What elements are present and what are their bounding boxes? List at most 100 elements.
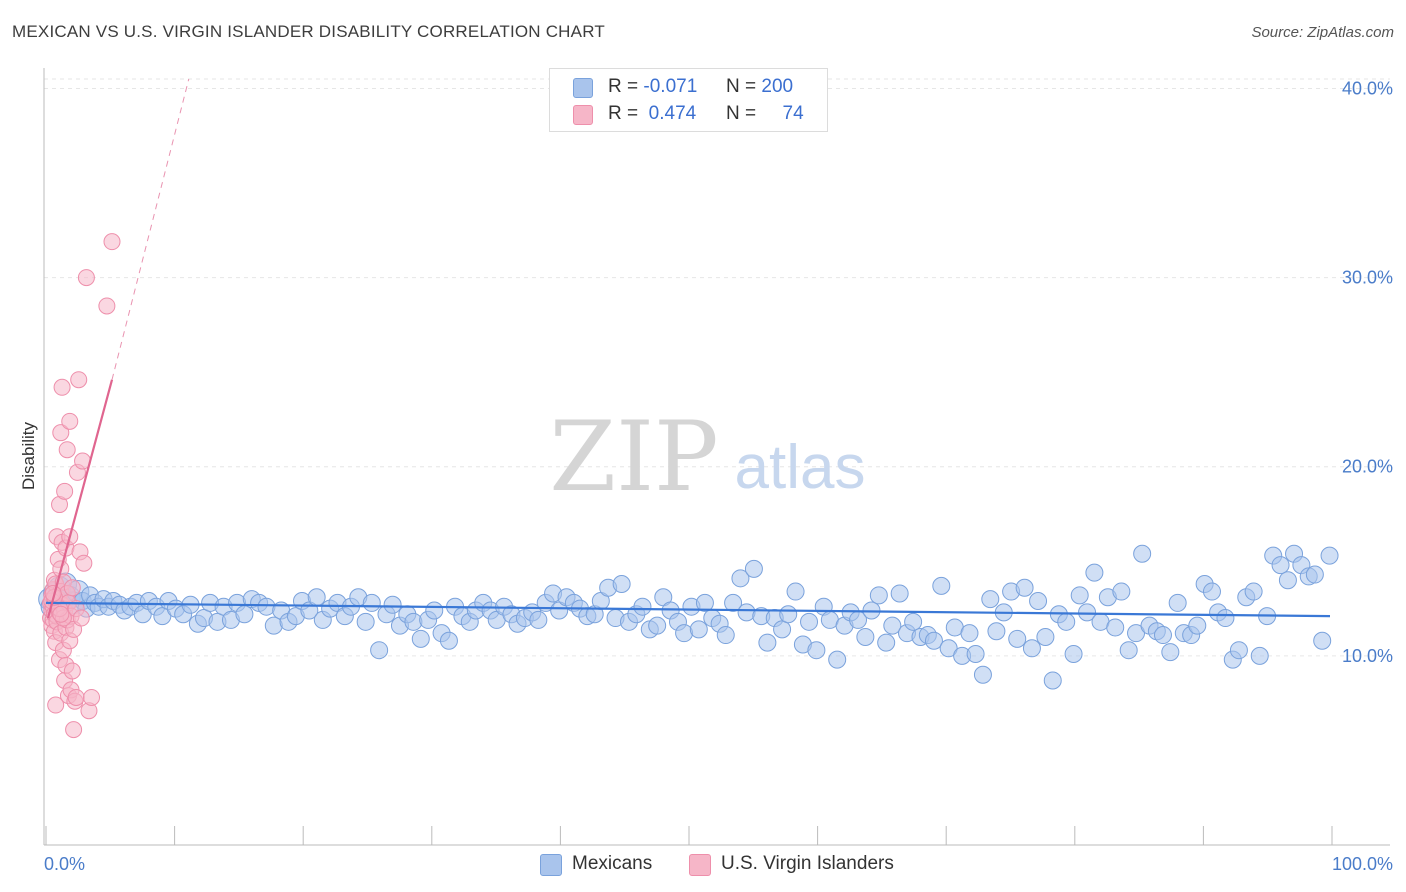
virgin-islanders-point xyxy=(77,269,95,287)
legend-n-value: 200 xyxy=(761,76,794,97)
mexicans-point xyxy=(724,593,743,612)
mexicans-point xyxy=(939,639,958,658)
mexicans-point xyxy=(1133,544,1152,563)
mexicans-point xyxy=(773,620,792,639)
mexicans-point xyxy=(425,601,444,620)
mexicans-point xyxy=(1070,586,1089,605)
mexicans-point xyxy=(383,595,402,614)
legend-n: N = 74 xyxy=(726,103,804,125)
mexicans-point xyxy=(257,597,276,616)
watermark: ZIP atlas xyxy=(549,401,865,513)
mexicans-point xyxy=(960,624,979,643)
y-tick-label: 30.0% xyxy=(1342,268,1393,288)
watermark-atlas: atlas xyxy=(735,433,866,502)
virgin-islanders-point xyxy=(56,482,74,500)
virgin-islanders-points xyxy=(42,233,121,739)
virgin-islanders-trend-extension xyxy=(111,78,190,380)
correlation-legend: R = -0.071 N = 200 R = 0.474 N = 74 xyxy=(549,68,828,132)
virgin-islanders-point xyxy=(103,233,121,251)
mexicans-point xyxy=(786,582,805,601)
virgin-islanders-point xyxy=(83,688,101,706)
mexicans-point xyxy=(877,633,896,652)
mexicans-point xyxy=(1244,582,1263,601)
axes xyxy=(43,68,1390,846)
mexicans-point xyxy=(981,590,1000,609)
x-ticks xyxy=(45,826,1333,845)
mexicans-point xyxy=(932,576,951,595)
mexicans-point xyxy=(716,626,735,645)
mexicans-point xyxy=(1202,582,1221,601)
mexicans-point xyxy=(356,612,375,631)
virgin-islanders-point xyxy=(63,579,81,597)
chart-title: MEXICAN VS U.S. VIRGIN ISLANDER DISABILI… xyxy=(12,22,605,41)
virgin-islanders-point xyxy=(72,609,90,627)
bottom-legend-label: U.S. Virgin Islanders xyxy=(721,853,894,874)
y-tick-labels: 10.0% 20.0% 30.0% 40.0% xyxy=(1342,78,1393,665)
legend-n-label: N = xyxy=(726,76,757,97)
mexicans-point xyxy=(890,584,909,603)
virgin-islanders-point xyxy=(52,605,70,623)
y-tick-label: 20.0% xyxy=(1342,457,1393,477)
mexicans-point xyxy=(731,569,750,588)
mexicans-point xyxy=(1036,627,1055,646)
virgin-islanders-trend-line xyxy=(46,379,114,619)
legend-swatch-pink xyxy=(573,105,593,125)
bottom-legend-label: Mexicans xyxy=(572,853,653,874)
mexicans-point xyxy=(1112,582,1131,601)
grid-lines xyxy=(44,78,1390,657)
mexicans-point xyxy=(153,607,172,626)
mexicans-point xyxy=(411,629,430,648)
mexicans-point xyxy=(307,588,326,607)
mexicans-point xyxy=(758,633,777,652)
virgin-islanders-point xyxy=(98,297,116,315)
mexicans-point xyxy=(856,627,875,646)
mexicans-point xyxy=(1271,556,1290,575)
legend-row-mexicans: R = -0.071 N = 200 xyxy=(550,74,827,100)
mexicans-point xyxy=(807,641,826,660)
y-tick-label: 10.0% xyxy=(1342,646,1393,666)
legend-r-label: R = xyxy=(608,76,639,97)
virgin-islanders-point xyxy=(47,696,65,714)
mexicans-point xyxy=(1022,639,1041,658)
mexicans-point xyxy=(633,597,652,616)
mexicans-point xyxy=(1250,646,1269,665)
mexicans-point xyxy=(1313,631,1332,650)
mexicans-point xyxy=(1057,612,1076,631)
mexicans-point xyxy=(1085,563,1104,582)
mexicans-point xyxy=(966,644,985,663)
mexicans-point xyxy=(1106,618,1125,637)
mexicans-point xyxy=(1229,641,1248,660)
mexicans-point xyxy=(529,610,548,629)
mexicans-point xyxy=(648,616,667,635)
mexicans-point xyxy=(1153,626,1172,645)
mexicans-point xyxy=(1161,643,1180,662)
legend-r-value: 0.474 xyxy=(648,103,697,124)
mexicans-point xyxy=(1168,593,1187,612)
mexicans-point xyxy=(987,622,1006,641)
mexicans-point xyxy=(1216,609,1235,628)
mexicans-point xyxy=(1064,644,1083,663)
bottom-legend-swatch-pink xyxy=(689,854,711,876)
y-tick-label: 40.0% xyxy=(1342,78,1393,98)
mexicans-point xyxy=(612,574,631,593)
virgin-islanders-point xyxy=(63,662,81,680)
mexicans-point xyxy=(439,631,458,650)
mexicans-point xyxy=(973,665,992,684)
mexicans-trend-line xyxy=(45,601,1331,618)
mexicans-point xyxy=(1305,565,1324,584)
legend-swatch-blue xyxy=(573,78,593,98)
mexicans-point xyxy=(744,559,763,578)
source-credit: Source: ZipAtlas.com xyxy=(1251,24,1394,41)
bottom-legend-swatch-blue xyxy=(540,854,562,876)
legend-r-value: -0.071 xyxy=(643,76,698,97)
mexicans-point xyxy=(1015,578,1034,597)
mexicans-point xyxy=(370,641,389,660)
mexicans-point xyxy=(924,631,943,650)
mexicans-point xyxy=(828,650,847,669)
watermark-zip: ZIP xyxy=(549,401,718,513)
legend-r-label: R = xyxy=(608,103,639,124)
virgin-islanders-point xyxy=(75,554,93,572)
legend-r: R = 0.474 xyxy=(608,103,696,125)
mexicans-point xyxy=(1320,546,1339,565)
